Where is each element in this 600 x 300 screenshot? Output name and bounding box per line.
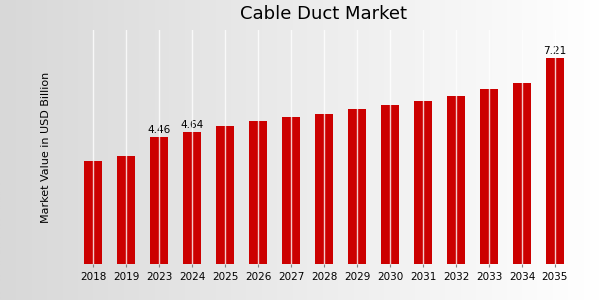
Bar (117, 156, 135, 264)
Bar (414, 101, 432, 264)
Bar (348, 109, 366, 264)
Text: 4.46: 4.46 (148, 125, 170, 135)
Title: Cable Duct Market: Cable Duct Market (241, 5, 407, 23)
Bar (150, 137, 168, 264)
Text: 4.64: 4.64 (181, 120, 203, 130)
Bar (183, 132, 201, 264)
Bar (315, 114, 333, 264)
Bar (513, 83, 531, 264)
Bar (447, 96, 465, 264)
Bar (381, 105, 399, 264)
Bar (546, 58, 564, 264)
Bar (249, 121, 267, 264)
Bar (84, 161, 102, 264)
Text: 7.21: 7.21 (544, 46, 566, 56)
Y-axis label: Market Value in USD Billion: Market Value in USD Billion (41, 71, 51, 223)
Bar (216, 127, 234, 264)
Bar (282, 117, 300, 264)
Bar (480, 89, 498, 264)
